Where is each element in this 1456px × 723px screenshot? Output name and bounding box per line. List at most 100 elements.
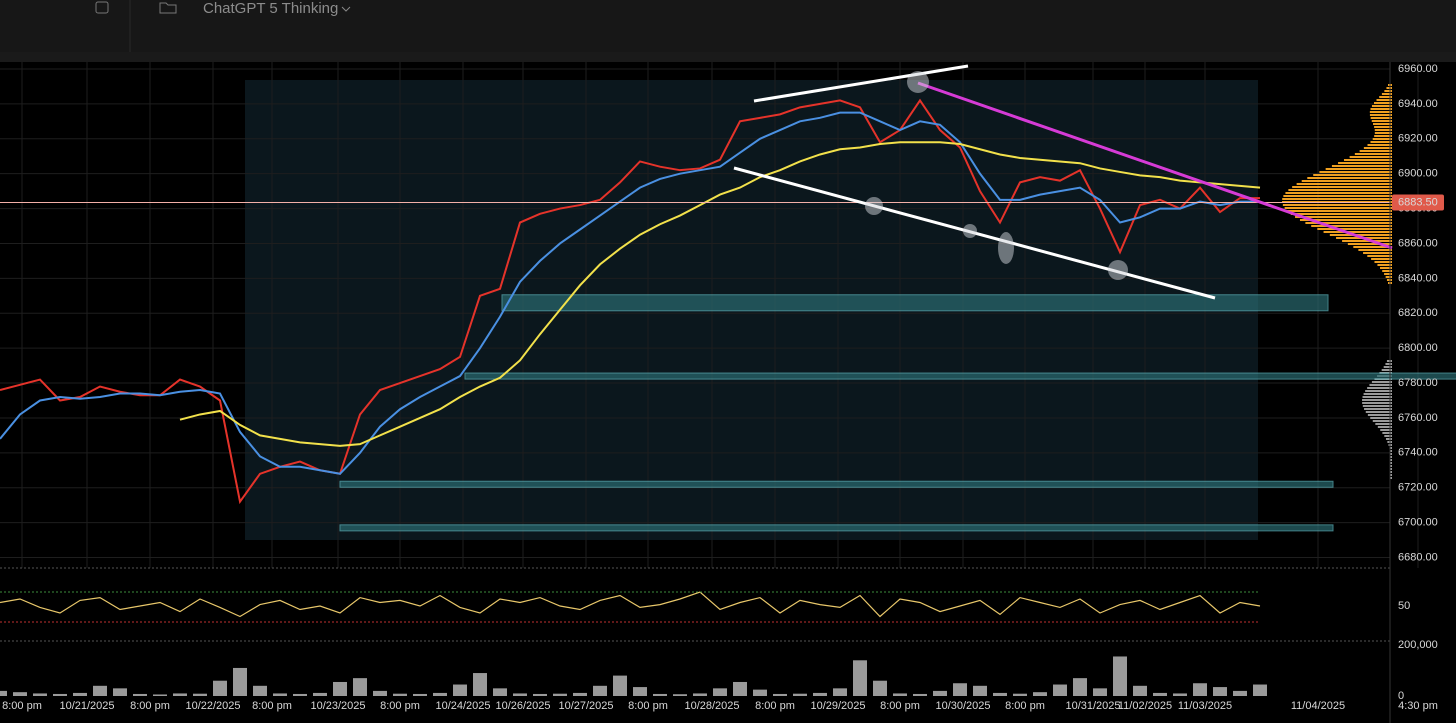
sidebar-icon[interactable] (95, 1, 109, 14)
volume-bar (133, 693, 147, 696)
profile-bar (1370, 417, 1392, 419)
profile-bar (1371, 120, 1392, 122)
y-tick-label: 6720.00 (1398, 482, 1438, 494)
x-tick-label: 8:00 pm (380, 700, 420, 712)
pivot-marker (963, 224, 977, 238)
x-tick-label: 10/21/2025 (59, 700, 114, 712)
volume-bar (0, 690, 7, 696)
volume-bar (833, 688, 847, 696)
volume-bar (893, 693, 907, 696)
volume-bar (1113, 656, 1127, 696)
profile-bar (1353, 246, 1392, 248)
profile-bar (1390, 471, 1392, 473)
y-tick-label: 6700.00 (1398, 517, 1438, 529)
trendline-magenta (917, 81, 1393, 250)
volume-bar (1133, 685, 1147, 696)
volume-bar (673, 694, 687, 696)
profile-bar (1323, 231, 1392, 233)
chevron[interactable] (341, 6, 351, 12)
volume-bar (853, 660, 867, 696)
profile-bar (1371, 381, 1392, 383)
volume-bar (513, 693, 527, 696)
profile-bar (1349, 156, 1392, 158)
volume-bar (433, 692, 447, 696)
profile-bar (1386, 279, 1392, 281)
profile-bar (1311, 225, 1392, 227)
profile-bar (1385, 363, 1392, 365)
volume-bar (453, 684, 467, 696)
y-tick-label: 6680.00 (1398, 551, 1438, 563)
profile-bar (1390, 477, 1392, 479)
price-line (0, 111, 1260, 475)
profile-bar (1377, 426, 1392, 428)
profile-bar (1382, 270, 1392, 272)
profile-bar (1363, 252, 1392, 254)
profile-bar (1380, 267, 1392, 269)
y-tick-label: 6840.00 (1398, 272, 1438, 284)
profile-bar (1380, 429, 1392, 431)
profile-bar (1381, 93, 1392, 95)
profile-bar (1325, 168, 1392, 170)
volume-bar (73, 692, 87, 696)
profile-bar (1301, 180, 1392, 182)
profile-bar (1385, 276, 1392, 278)
header-title[interactable]: ChatGPT 5 Thinking (203, 0, 338, 17)
top-bar (0, 0, 1456, 52)
x-tick-label: 10/28/2025 (684, 700, 739, 712)
profile-bar (1390, 462, 1392, 464)
profile-bar (1373, 102, 1392, 104)
profile-bar (1284, 207, 1392, 209)
volume-bar (333, 681, 347, 696)
pivot-marker (865, 197, 883, 215)
volume-bar (93, 685, 107, 696)
profile-bar (1373, 123, 1392, 125)
x-tick-label: 10/30/2025 (935, 700, 990, 712)
y-tick-label: 6780.00 (1398, 377, 1438, 389)
x-tick-label: 11/03/2025 (1178, 700, 1232, 712)
volume-bar (933, 690, 947, 696)
profile-bar (1362, 402, 1392, 404)
volume-bar (793, 693, 807, 696)
volume-bar (1213, 687, 1227, 696)
x-tick-label: 4:30 pm (1398, 700, 1438, 712)
x-tick-label: 8:00 pm (130, 700, 170, 712)
profile-bar (1331, 165, 1392, 167)
profile-bar (1369, 384, 1392, 386)
profile-bar (1390, 468, 1392, 470)
x-tick-label: 11/04/2025 (1291, 700, 1345, 712)
volume-bar (1013, 693, 1027, 696)
volume-bar (753, 689, 767, 696)
volume-bar (273, 693, 287, 696)
profile-bar (1317, 228, 1392, 230)
y-tick-label: 6900.00 (1398, 168, 1438, 180)
volume-bar (813, 692, 827, 696)
x-tick-label: 10/31/2025 (1065, 700, 1120, 712)
profile-bar (1319, 171, 1392, 173)
price-line (179, 141, 1261, 447)
volume-bar (913, 693, 927, 696)
folder-icon[interactable] (159, 2, 177, 14)
profile-bar (1390, 474, 1392, 476)
profile-bar (1370, 117, 1392, 119)
volume-bar (373, 690, 387, 696)
rsi-line (0, 591, 1261, 618)
x-tick-label: 10/22/2025 (185, 700, 240, 712)
x-tick-label: 10/23/2025 (310, 700, 365, 712)
profile-bar (1367, 387, 1392, 389)
pivot-marker (1108, 260, 1128, 280)
volume-bar (653, 693, 667, 696)
volume-bar (293, 693, 307, 696)
trendline-upper (753, 64, 969, 103)
volume-bar (13, 692, 27, 696)
profile-bar (1381, 369, 1392, 371)
volume-bar (153, 694, 167, 696)
profile-bar (1371, 258, 1392, 260)
support-band (339, 524, 1334, 532)
pivot-marker (907, 71, 929, 93)
volume-bar (873, 680, 887, 696)
profile-bar (1342, 240, 1392, 242)
profile-bar (1283, 195, 1392, 197)
volume-bar (193, 693, 207, 696)
profile-bar (1379, 96, 1392, 98)
